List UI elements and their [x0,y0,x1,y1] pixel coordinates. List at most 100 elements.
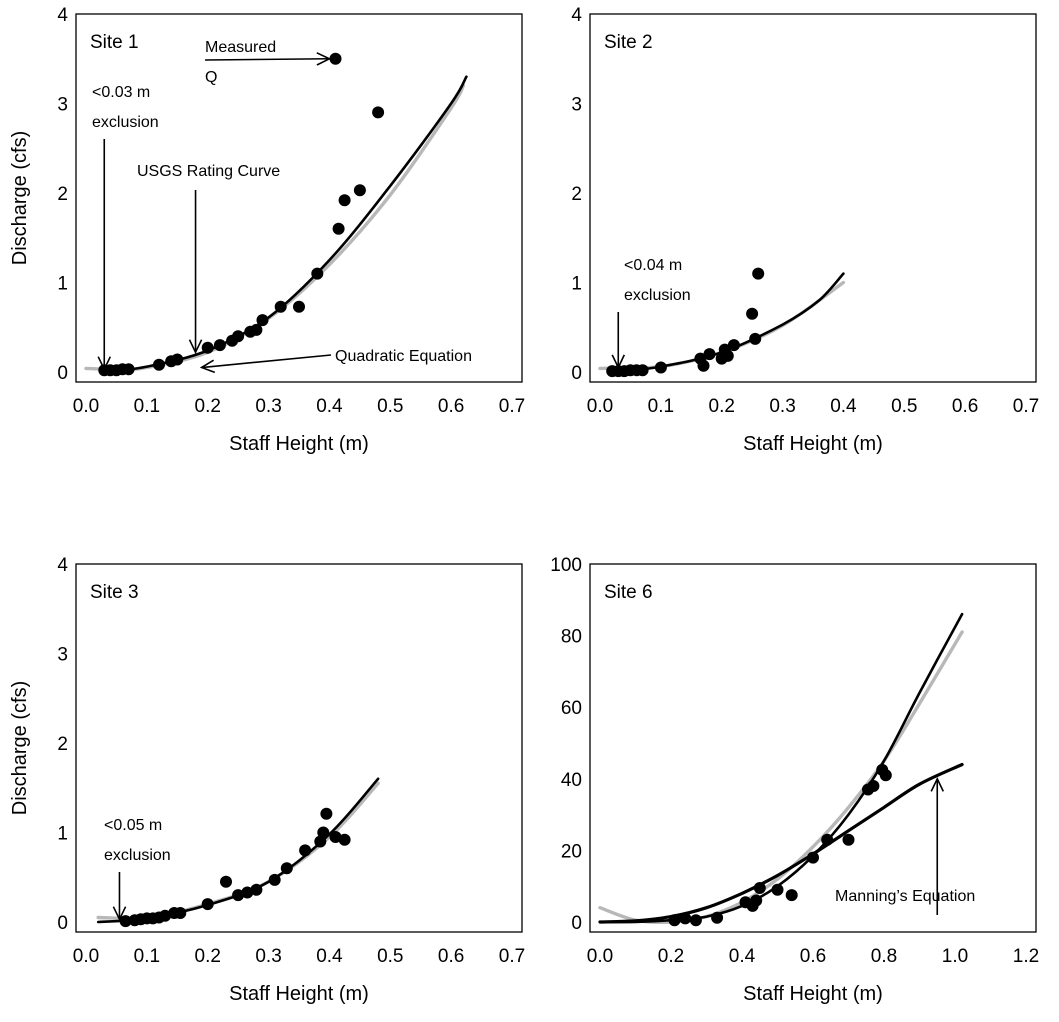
measured-point [372,106,385,119]
measured-point [842,833,855,846]
x-tick-label: 0.6 [438,946,464,967]
measured-point [749,332,762,345]
measured-point [320,807,333,820]
annotation-text: Manning’s Equation [835,888,975,905]
x-tick-label: 0.5 [377,946,403,967]
y-tick-label: 2 [57,734,68,755]
y-tick-label: 20 [561,841,582,862]
measured-point [153,358,165,371]
y-tick-label: 1 [571,274,582,295]
x-tick-label: 0.1 [134,946,160,967]
plot-frame [589,563,1037,933]
measured-point [353,184,366,197]
measured-point [771,883,784,896]
annotation-arrow [201,354,332,369]
y-tick-label: 0 [57,363,68,384]
x-tick-label: 0.3 [255,396,281,417]
measured-point [256,314,269,327]
panel-site-2: Site 2 Staff Height (m) 0 1 2 3 4 0.0 0.1 0.2 0.… [571,5,1039,455]
annotation-text: USGS Rating Curve [137,163,280,180]
measured-point [213,339,226,352]
y-tick-label: 40 [561,770,582,791]
measured-point [201,341,214,354]
curve-quadratic-equation [598,630,964,925]
x-tick-label: 1.0 [942,946,968,967]
plot-frame [589,13,1037,383]
plot-frame [75,563,523,933]
measured-point [697,359,710,372]
curve-usgs-rating-curve [598,612,964,924]
x-tick-label: 0.3 [255,946,281,967]
x-tick-label: 0.4 [316,946,343,967]
measured-point [232,330,245,343]
measured-point [879,769,892,782]
measured-point [711,911,724,924]
y-tick-label: 0 [571,913,582,934]
x-tick-label: 0.8 [871,946,897,967]
annotation-text: exclusion [92,114,159,131]
measured-point [250,883,263,896]
x-tick-label: 0.5 [891,396,917,417]
x-axis-label: Staff Height (m) [743,983,883,1005]
measured-point [721,349,734,362]
annotation-text: exclusion [624,287,691,304]
y-tick-label: 3 [57,645,68,666]
x-tick-label: 0.0 [587,396,613,417]
site-label: Site 2 [604,32,653,53]
measured-point [241,886,254,899]
y-tick-label: 80 [561,627,582,648]
measured-point [750,894,763,907]
measured-point [329,52,342,65]
measured-point [746,307,759,320]
y-tick-label: 4 [571,5,582,26]
measured-point [689,914,702,927]
measured-point [274,300,287,313]
measured-point [636,364,649,377]
annotation-text: Q [205,69,217,86]
measured-point [317,826,330,839]
x-axis-label: Staff Height (m) [743,433,883,455]
measured-point [119,915,132,928]
annotation-arrowhead [199,359,216,374]
x-tick-label: 0.3 [769,396,795,417]
y-tick-label: 2 [57,184,68,205]
measured-point [201,898,214,911]
measured-point [338,833,351,846]
y-tick-label: 0 [57,913,68,934]
measured-point [807,851,819,864]
annotation-arrowhead [930,776,945,792]
y-tick-label: 60 [561,698,582,719]
annotation-arrowhead [97,356,112,372]
y-tick-label: 1 [57,274,68,295]
x-tick-label: 0.2 [658,946,684,967]
measured-point [293,300,305,313]
y-axis-label: Discharge (cfs) [9,681,31,815]
x-tick-label: 0.6 [438,396,464,417]
site-label: Site 1 [90,32,139,53]
measured-point [122,363,135,376]
x-tick-label: 0.2 [195,396,221,417]
x-tick-label: 0.7 [1013,396,1039,417]
x-tick-label: 0.2 [709,396,735,417]
x-tick-label: 0.4 [316,396,343,417]
x-tick-label: 0.7 [499,396,525,417]
annotation-text: Measured [205,39,276,56]
site-label: Site 6 [604,582,653,603]
x-tick-label: 0.0 [73,946,99,967]
x-tick-label: 0.7 [499,946,525,967]
measured-point [867,780,880,792]
y-tick-label: 1 [57,824,68,845]
measured-point [753,882,766,894]
panel-site-3: Site 3 Discharge (cfs) Staff Height (m) … [9,555,525,1005]
annotation-text: <0.05 m [104,817,162,834]
x-tick-label: 0.1 [134,396,160,417]
curve-manning-s-equation [598,762,964,924]
measured-point [821,833,834,846]
y-tick-label: 4 [57,5,68,26]
annotation-arrowhead [611,354,626,370]
x-tick-label: 1.2 [1013,946,1039,967]
measured-point [332,222,345,235]
x-tick-label: 0.6 [800,946,826,967]
annotation-arrowhead [112,906,127,922]
